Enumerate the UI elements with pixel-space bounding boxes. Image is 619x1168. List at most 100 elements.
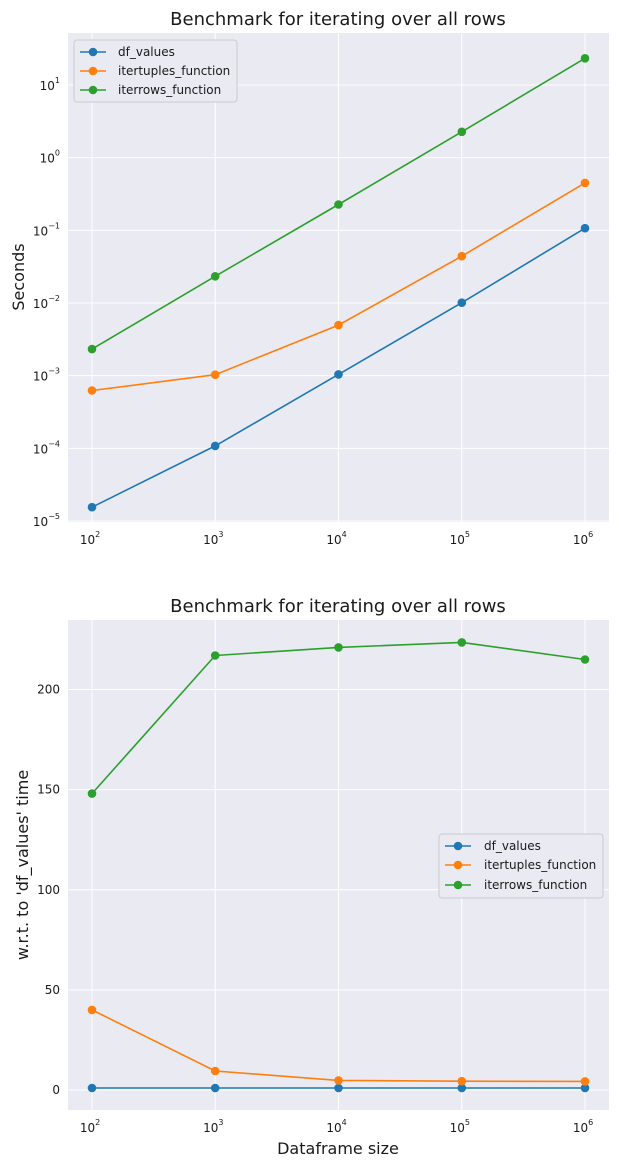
bottom-y-tick-4: 200 <box>37 683 60 697</box>
top-point-df-values-2 <box>334 370 343 379</box>
top-y-tick-4: 10−1 <box>33 221 60 238</box>
bottom-x-tick-0: 102 <box>80 1118 100 1135</box>
top-y-tick-4-exponent: −1 <box>48 221 60 230</box>
bottom-point-iterrows-function-3 <box>457 638 467 647</box>
bottom-legend-frame <box>438 833 604 899</box>
top-point-iterrows-function-4 <box>580 54 590 63</box>
top-point-itertuples-function-2 <box>334 320 343 330</box>
bottom-x-tick-3-exponent: 5 <box>465 1118 470 1127</box>
bottom-x-tick-4-base: 10 <box>573 1121 588 1135</box>
bottom-x-tick-3: 105 <box>450 1118 470 1135</box>
bottom-point-itertuples-function-3 <box>457 1076 467 1086</box>
top-legend: df_values itertuples_function iterrows_f… <box>73 39 238 103</box>
top-y-tick-3-exponent: −2 <box>48 294 60 303</box>
bottom-point-df-values-1 <box>210 1083 220 1093</box>
top-x-tick-3-base: 10 <box>450 533 465 547</box>
bottom-x-tick-4: 106 <box>573 1118 593 1135</box>
top-chart: Benchmark for iterating over all rows Se… <box>9 9 609 547</box>
top-y-tick-2-exponent: −3 <box>48 367 60 376</box>
bottom-legend-marker-df-values <box>453 841 463 851</box>
top-y-tick-2: 10−3 <box>33 367 60 384</box>
bottom-x-tick-4-exponent: 6 <box>588 1118 593 1127</box>
top-y-tick-2-base: 10 <box>33 370 48 384</box>
top-x-tick-1-exponent: 3 <box>218 530 223 539</box>
top-legend-marker-df-values <box>88 47 98 57</box>
bottom-y-axis-label: w.r.t. to 'df_values' time <box>13 770 33 960</box>
bottom-point-itertuples-function-2 <box>334 1076 343 1085</box>
top-chart-title: Benchmark for iterating over all rows <box>170 9 506 30</box>
bottom-x-tick-1-base: 10 <box>203 1121 218 1135</box>
bottom-y-tick-0: 0 <box>52 1083 60 1097</box>
top-y-tick-6-base: 10 <box>40 79 55 93</box>
top-legend-label-itertuples: itertuples_function <box>118 64 230 78</box>
top-y-tick-5: 100 <box>40 149 60 166</box>
bottom-point-itertuples-function-0 <box>87 1005 97 1015</box>
bottom-x-tick-2-exponent: 4 <box>342 1118 347 1127</box>
top-legend-marker-iterrows <box>88 85 98 95</box>
top-legend-marker-itertuples <box>88 66 98 76</box>
bottom-series-group <box>87 638 590 1093</box>
bottom-point-iterrows-function-2 <box>334 643 343 652</box>
top-x-tick-3-exponent: 5 <box>465 530 470 539</box>
bottom-y-tick-2: 100 <box>37 883 60 897</box>
bottom-point-iterrows-function-4 <box>580 655 590 664</box>
bottom-chart-title: Benchmark for iterating over all rows <box>170 596 506 617</box>
top-y-tick-0-exponent: −5 <box>48 512 60 521</box>
top-point-df-values-4 <box>580 223 590 233</box>
top-x-tick-2-exponent: 4 <box>342 530 347 539</box>
top-point-iterrows-function-1 <box>210 272 220 281</box>
top-x-tick-labels: 102 103 104 105 106 <box>80 530 593 547</box>
top-y-tick-6-exponent: 1 <box>55 76 60 85</box>
top-x-tick-3: 105 <box>450 530 470 547</box>
top-x-tick-1: 103 <box>203 530 223 547</box>
top-y-tick-3-base: 10 <box>33 297 48 311</box>
bottom-x-axis-label: Dataframe size <box>277 1139 399 1158</box>
bottom-legend-label-itertuples: itertuples_function <box>484 858 596 872</box>
top-x-tick-4: 106 <box>573 530 593 547</box>
top-x-tick-1-base: 10 <box>203 533 218 547</box>
bottom-chart: Benchmark for iterating over all rows w.… <box>13 596 609 1158</box>
top-point-df-values-3 <box>457 298 467 308</box>
bottom-point-iterrows-function-1 <box>210 651 220 660</box>
top-y-tick-1-exponent: −4 <box>48 439 60 448</box>
top-point-itertuples-function-0 <box>87 386 97 395</box>
top-point-itertuples-function-3 <box>457 251 467 261</box>
bottom-x-tick-0-base: 10 <box>80 1121 95 1135</box>
bottom-x-tick-2-base: 10 <box>326 1121 341 1135</box>
bottom-legend-marker-itertuples <box>453 860 463 870</box>
bottom-legend: df_values itertuples_function iterrows_f… <box>438 833 604 899</box>
top-point-df-values-1 <box>210 441 220 451</box>
bottom-x-tick-3-base: 10 <box>450 1121 465 1135</box>
bottom-y-tick-labels: 0 50 100 150 200 <box>37 683 60 1098</box>
top-y-axis-label: Seconds <box>9 243 28 310</box>
bottom-point-itertuples-function-1 <box>210 1066 220 1076</box>
bottom-legend-label-iterrows: iterrows_function <box>484 878 587 892</box>
top-point-itertuples-function-1 <box>210 370 220 380</box>
bottom-point-df-values-2 <box>334 1083 343 1093</box>
bottom-x-tick-2: 104 <box>326 1118 346 1135</box>
bottom-x-tick-1: 103 <box>203 1118 223 1135</box>
top-y-tick-3: 10−2 <box>33 294 60 311</box>
bottom-legend-marker-iterrows <box>453 880 463 890</box>
bottom-y-tick-1: 50 <box>45 983 60 997</box>
bottom-legend-label-df-values: df_values <box>484 839 541 853</box>
bottom-point-df-values-4 <box>580 1083 590 1093</box>
top-y-tick-6: 101 <box>40 76 60 93</box>
top-y-tick-0: 10−5 <box>33 512 60 529</box>
top-y-tick-1: 10−4 <box>33 439 60 456</box>
top-x-tick-2: 104 <box>326 530 346 547</box>
top-legend-frame <box>73 39 238 103</box>
bottom-point-df-values-0 <box>87 1083 97 1093</box>
top-x-tick-0: 102 <box>80 530 100 547</box>
top-legend-label-df-values: df_values <box>118 45 175 59</box>
top-point-iterrows-function-2 <box>334 200 343 209</box>
top-y-tick-1-base: 10 <box>33 442 48 456</box>
bottom-point-itertuples-function-4 <box>580 1077 590 1086</box>
bottom-point-iterrows-function-0 <box>87 789 97 798</box>
top-y-tick-5-exponent: 0 <box>55 149 60 158</box>
top-series-group <box>87 54 590 512</box>
top-point-iterrows-function-0 <box>87 344 97 354</box>
bottom-point-df-values-3 <box>457 1083 467 1093</box>
